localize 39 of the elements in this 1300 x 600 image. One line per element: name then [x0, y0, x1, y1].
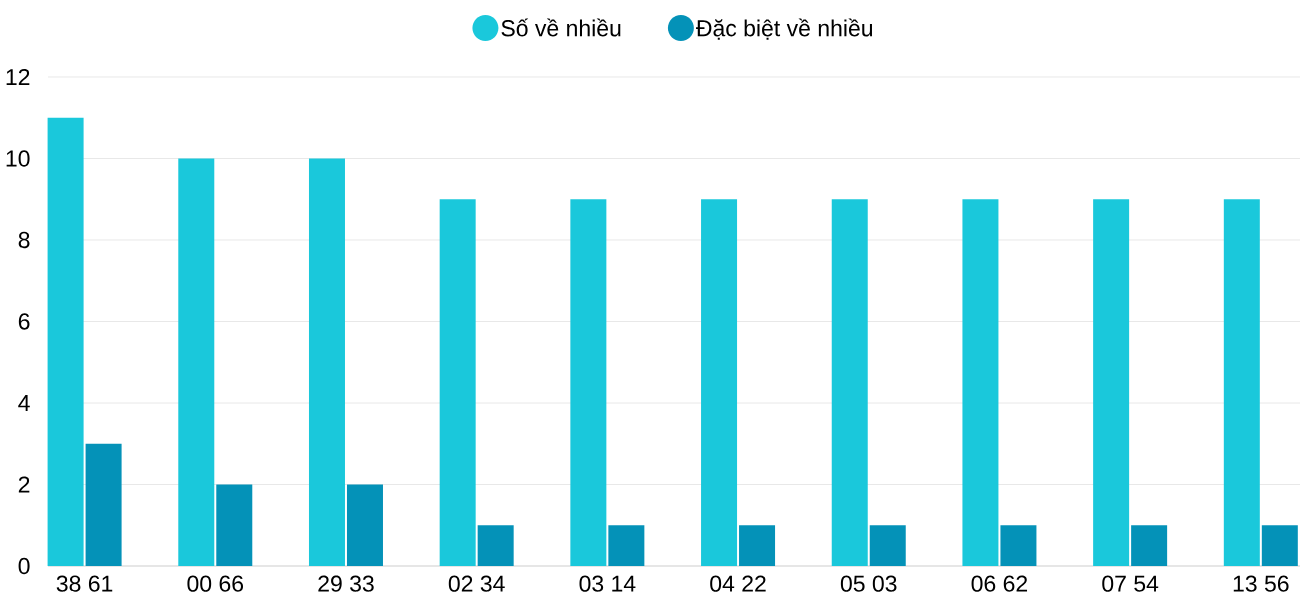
bar — [85, 443, 122, 566]
bar — [701, 199, 738, 566]
y-tick-label: 4 — [18, 395, 30, 411]
legend-label: Đặc biệt về nhiều — [696, 18, 873, 40]
bar — [831, 199, 868, 566]
x-tick-label: 00 66 — [187, 575, 244, 592]
bar — [1000, 525, 1037, 566]
bar — [608, 525, 645, 566]
bar — [869, 525, 906, 566]
bar — [1223, 199, 1260, 566]
bar — [47, 117, 84, 566]
bar — [962, 199, 999, 566]
legend-label: Số về nhiều — [501, 18, 621, 37]
y-tick-label: 2 — [18, 476, 30, 493]
x-tick-label: 13 56 — [1233, 575, 1289, 592]
bar — [346, 484, 383, 566]
x-tick-label: 02 34 — [448, 575, 505, 592]
bar — [1131, 525, 1168, 566]
bar — [1093, 199, 1130, 566]
x-tick-label: 07 54 — [1102, 575, 1159, 592]
x-tick-label: 04 22 — [710, 575, 766, 592]
bar — [570, 199, 607, 566]
y-tick-label: 0 — [18, 557, 30, 575]
bar — [477, 525, 514, 566]
x-tick-label: 29 33 — [318, 575, 374, 592]
x-tick-label: 05 03 — [840, 575, 897, 592]
bar — [739, 525, 776, 566]
y-tick-label: 10 — [6, 150, 30, 167]
y-tick-label: 6 — [18, 313, 30, 330]
x-tick-label: 03 14 — [579, 575, 636, 592]
x-tick-label: 06 62 — [971, 575, 1028, 592]
y-tick-label: 12 — [6, 68, 30, 86]
bar — [1261, 525, 1298, 566]
y-tick-label: 8 — [18, 231, 30, 249]
bar — [178, 158, 215, 566]
bar — [216, 484, 253, 566]
x-tick-label: 38 61 — [56, 575, 113, 592]
bar — [308, 158, 345, 566]
bar — [439, 199, 476, 566]
